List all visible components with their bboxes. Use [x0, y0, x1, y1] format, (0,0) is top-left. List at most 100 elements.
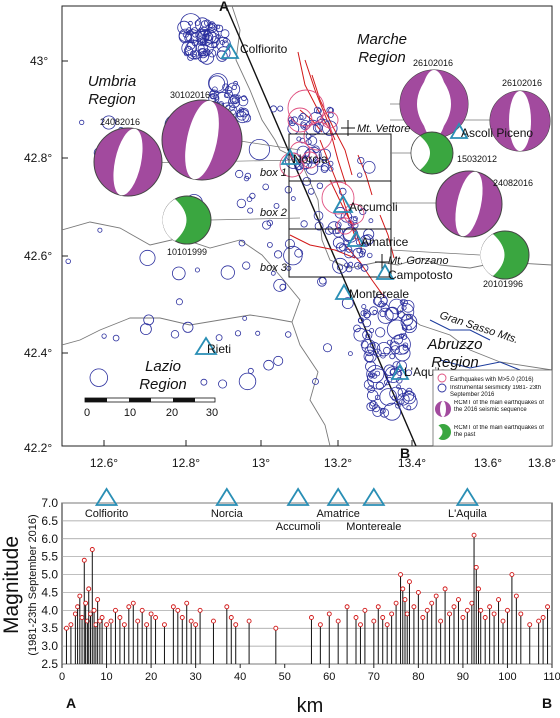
legend-past: RCMT of the main earthquakes of the past [454, 425, 544, 438]
seismic-event [352, 216, 358, 222]
seismic-event [380, 352, 386, 359]
seismic-event [362, 234, 374, 246]
magnitude-point [476, 586, 481, 592]
chart-frame [61, 502, 553, 665]
seismic-event [89, 368, 109, 387]
seismic-event [365, 333, 371, 339]
magnitude-point [491, 611, 497, 617]
seismic-event [318, 148, 331, 161]
x-tick-label: 90 [457, 671, 469, 683]
magnitude-point [478, 607, 484, 613]
magnitude-point [175, 607, 181, 613]
seismic-event [181, 40, 197, 56]
magnitude-point [513, 593, 519, 599]
lon-tick-labels: 12.6° 12.8° 13° 13.2° 13.4° 13.6° 13.8° [90, 456, 556, 470]
magnitude-point [505, 607, 510, 613]
seismic-event [332, 227, 344, 238]
seismic-event [235, 169, 244, 179]
magnitude-point [527, 622, 533, 628]
seismic-event [178, 28, 192, 42]
seismic-event [262, 220, 272, 230]
region-labels: Umbria Region Marche Region Lazio Region… [88, 31, 483, 393]
mt-gorzano-label: Mt. Gorzano [388, 255, 449, 267]
seismic-event [203, 28, 210, 36]
magnitude-point [117, 615, 123, 620]
seismic-event [228, 96, 241, 109]
seismic-event [112, 334, 120, 342]
town-profile-label: Montereale [346, 521, 401, 533]
scale-10: 10 [124, 407, 136, 419]
magnitude-point [104, 622, 109, 628]
seismic-event [380, 296, 388, 305]
magnitude-point [473, 564, 479, 570]
seismic-event [215, 24, 224, 33]
seismic-event [244, 172, 252, 180]
region-abruzzo-1: Abruzzo [426, 336, 482, 353]
seismic-event [192, 31, 199, 38]
magnitude-point [317, 622, 323, 628]
region-umbria-1: Umbria [88, 73, 136, 90]
magnitude-point [375, 604, 381, 610]
y-tick-labels: 7.0 6.5 6.0 5.5 5.0 4.5 4.0 3.5 3.0 2.5 [41, 496, 58, 671]
legend-recent-wrap: RCMT of the main earthquakes of the 2016… [454, 400, 544, 413]
seismic-event [285, 331, 292, 338]
seismic-event [290, 196, 296, 202]
town-profile-label: Amatrice [316, 508, 359, 520]
seismic-event [401, 394, 418, 411]
beachball-26102016-a [399, 69, 469, 139]
seismic-event [190, 50, 197, 58]
magnitude-point [83, 600, 89, 606]
lon-tick-13-2: 13.2° [324, 456, 352, 470]
date-10101999: 10101999 [167, 247, 207, 257]
seismic-event [139, 249, 156, 266]
beachball-10101999 [162, 195, 212, 245]
seismic-event [198, 27, 204, 33]
seismic-event [79, 119, 85, 126]
magnitude-point [442, 586, 448, 592]
seismic-event [367, 252, 373, 259]
seismic-event [369, 342, 375, 348]
seismic-event [374, 370, 381, 377]
lat-tick-42-8: 42.8° [24, 151, 52, 165]
seismic-event [406, 325, 412, 331]
magnitude-point [429, 600, 435, 606]
x-tick-label: 60 [323, 671, 335, 683]
seismic-event [402, 318, 418, 334]
seismic-event [354, 262, 362, 270]
seismic-event [352, 248, 364, 259]
seismic-event [238, 96, 249, 107]
x-tick-label: 110 [543, 671, 560, 683]
chart-end-b: B [542, 695, 552, 711]
seismic-event [383, 364, 396, 376]
y-tick-label: 4.5 [41, 585, 58, 599]
seismic-event [336, 264, 344, 271]
seismic-event [175, 298, 183, 306]
magnitude-point [139, 607, 145, 613]
date-26102016-a: 26102016 [413, 58, 453, 68]
seismic-event [247, 207, 254, 214]
seismic-event [203, 28, 220, 44]
magnitude-point [460, 615, 466, 620]
seismic-event [101, 333, 107, 339]
seismic-event [396, 360, 408, 372]
magnitude-point [188, 618, 194, 624]
seismic-event [186, 45, 192, 51]
date-15032012: 15032012 [457, 154, 497, 164]
seismic-event [393, 335, 404, 345]
seismic-event [182, 31, 189, 38]
beachball-date-labels: 26102016 30102016 24082016 26102016 1503… [100, 58, 542, 289]
y-tick-label: 5.0 [41, 568, 58, 582]
map-legend: Earthquakes with M>5.0 (2016) Instrument… [432, 369, 553, 447]
date-30102016: 30102016 [170, 90, 210, 100]
magnitude-point [89, 547, 95, 552]
magnitude-point [335, 618, 341, 624]
magnitude-point [518, 611, 524, 617]
seismic-event [402, 342, 409, 348]
magnitude-point [326, 611, 332, 617]
magnitude-point [130, 600, 136, 606]
magnitude-point [402, 597, 408, 603]
seismic-event [395, 376, 403, 384]
seismic-event [284, 185, 293, 194]
y-tick-label: 7.0 [41, 496, 58, 510]
beachball-20101996 [480, 230, 530, 280]
